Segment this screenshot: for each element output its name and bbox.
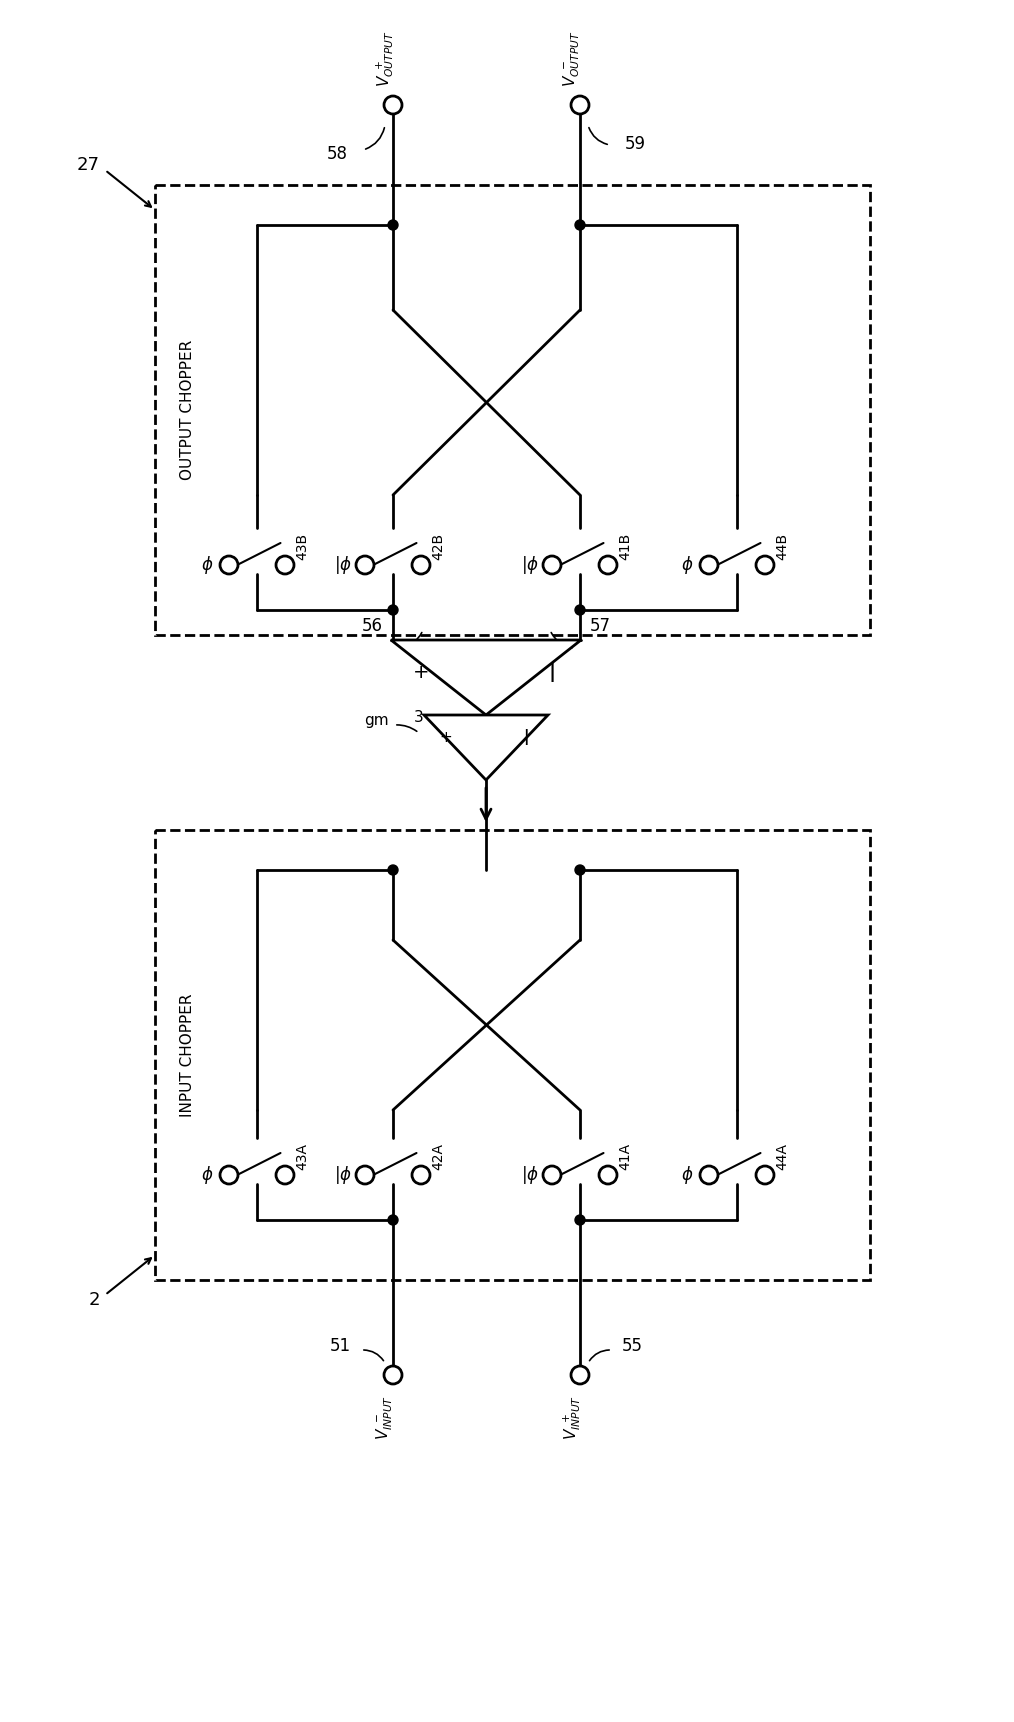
Text: 59: 59 — [625, 134, 646, 153]
Text: $V_{INPUT}^{\ -}$: $V_{INPUT}^{\ -}$ — [375, 1395, 395, 1440]
Circle shape — [571, 96, 589, 114]
Text: 58: 58 — [327, 145, 348, 164]
Text: gm: gm — [364, 713, 389, 727]
Text: 57: 57 — [590, 616, 611, 635]
Text: $\phi$: $\phi$ — [680, 1164, 694, 1186]
Text: 44B: 44B — [775, 532, 789, 560]
Text: 27: 27 — [77, 157, 100, 174]
Circle shape — [220, 1166, 238, 1185]
Circle shape — [388, 1216, 399, 1224]
Text: $V_{INPUT}^{\ +}$: $V_{INPUT}^{\ +}$ — [561, 1395, 583, 1440]
Circle shape — [700, 556, 718, 573]
Text: 44A: 44A — [775, 1143, 789, 1169]
Circle shape — [388, 604, 399, 615]
Text: 42A: 42A — [431, 1143, 445, 1169]
Text: $\mathbf{|}$: $\mathbf{|}$ — [523, 727, 529, 747]
Circle shape — [575, 864, 585, 875]
Circle shape — [412, 556, 430, 573]
Circle shape — [756, 556, 774, 573]
Circle shape — [599, 1166, 617, 1185]
Text: $\phi$: $\phi$ — [680, 554, 694, 575]
Text: +: + — [440, 730, 452, 744]
Circle shape — [388, 864, 399, 875]
Circle shape — [756, 1166, 774, 1185]
Circle shape — [412, 1166, 430, 1185]
Circle shape — [571, 1366, 589, 1384]
Text: $|\phi$: $|\phi$ — [334, 1164, 352, 1186]
Text: 41A: 41A — [618, 1143, 632, 1169]
Circle shape — [575, 1216, 585, 1224]
Circle shape — [356, 1166, 374, 1185]
Text: 56: 56 — [362, 616, 383, 635]
Text: 55: 55 — [622, 1336, 643, 1355]
Text: $\phi$: $\phi$ — [201, 554, 213, 575]
Text: $\phi$: $\phi$ — [201, 1164, 213, 1186]
Text: 41B: 41B — [618, 532, 632, 560]
Circle shape — [544, 556, 561, 573]
Polygon shape — [424, 715, 548, 780]
Circle shape — [388, 220, 399, 231]
Text: $V_{OUTPUT}^{\ -}$: $V_{OUTPUT}^{\ -}$ — [562, 31, 582, 88]
Text: $|\phi$: $|\phi$ — [521, 1164, 539, 1186]
Circle shape — [575, 604, 585, 615]
Circle shape — [384, 96, 402, 114]
Text: 43A: 43A — [295, 1143, 309, 1169]
Text: $V_{OUTPUT}^{\ +}$: $V_{OUTPUT}^{\ +}$ — [374, 31, 395, 88]
Circle shape — [356, 556, 374, 573]
Text: 3: 3 — [414, 711, 424, 725]
Text: 2: 2 — [88, 1292, 100, 1309]
Circle shape — [384, 1366, 402, 1384]
Circle shape — [544, 1166, 561, 1185]
Text: $\mathbf{|}$: $\mathbf{|}$ — [548, 660, 555, 684]
Text: 51: 51 — [330, 1336, 351, 1355]
Text: INPUT CHOPPER: INPUT CHOPPER — [179, 994, 195, 1118]
Text: +: + — [413, 663, 429, 682]
Circle shape — [575, 220, 585, 231]
Circle shape — [276, 1166, 294, 1185]
Circle shape — [220, 556, 238, 573]
Polygon shape — [391, 641, 581, 715]
Circle shape — [276, 556, 294, 573]
Bar — [155, 184, 870, 635]
Circle shape — [599, 556, 617, 573]
Text: 42B: 42B — [431, 532, 445, 560]
Text: 43B: 43B — [295, 532, 309, 560]
Bar — [155, 830, 870, 1279]
Circle shape — [700, 1166, 718, 1185]
Text: $|\phi$: $|\phi$ — [334, 554, 352, 575]
Text: $|\phi$: $|\phi$ — [521, 554, 539, 575]
Text: OUTPUT CHOPPER: OUTPUT CHOPPER — [179, 339, 195, 480]
